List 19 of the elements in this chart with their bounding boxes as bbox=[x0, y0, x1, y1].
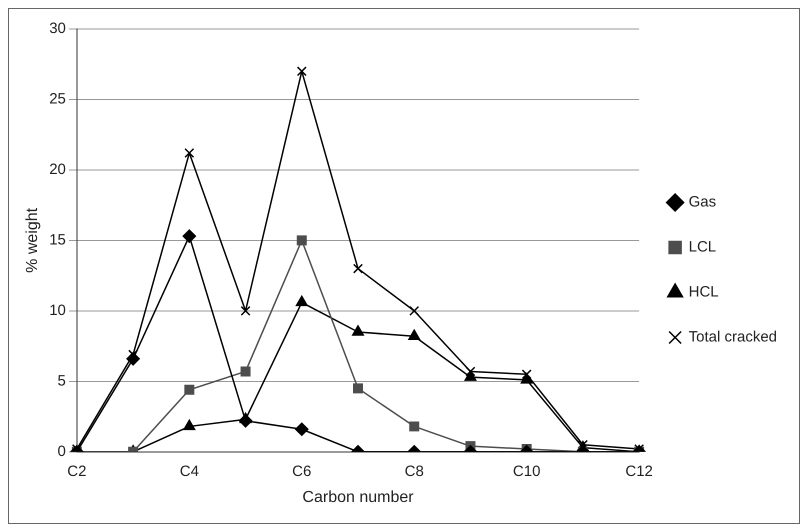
y-tick-label: 15 bbox=[49, 232, 66, 249]
y-tick-label: 5 bbox=[58, 372, 66, 390]
x-tick-label: C12 bbox=[625, 462, 653, 480]
y-tick-label: 20 bbox=[49, 161, 66, 178]
legend-label: Gas bbox=[688, 194, 716, 211]
x-tick-label: C4 bbox=[180, 462, 199, 480]
y-tick-label: 25 bbox=[49, 90, 66, 108]
x-tick-label: C2 bbox=[67, 462, 86, 480]
x-tick-label: C10 bbox=[512, 462, 540, 480]
x-axis-title: Carbon number bbox=[302, 488, 414, 506]
y-tick-label: 0 bbox=[58, 442, 66, 460]
y-tick-label: 30 bbox=[49, 20, 66, 38]
legend-label: Total cracked bbox=[688, 328, 777, 346]
legend-label: HCL bbox=[688, 284, 719, 301]
y-tick-label: 10 bbox=[49, 302, 66, 320]
y-axis-title: % weight bbox=[24, 207, 42, 273]
x-tick-label: C8 bbox=[404, 462, 424, 480]
legend-label: LCL bbox=[688, 238, 716, 256]
x-tick-label: C6 bbox=[292, 462, 312, 480]
